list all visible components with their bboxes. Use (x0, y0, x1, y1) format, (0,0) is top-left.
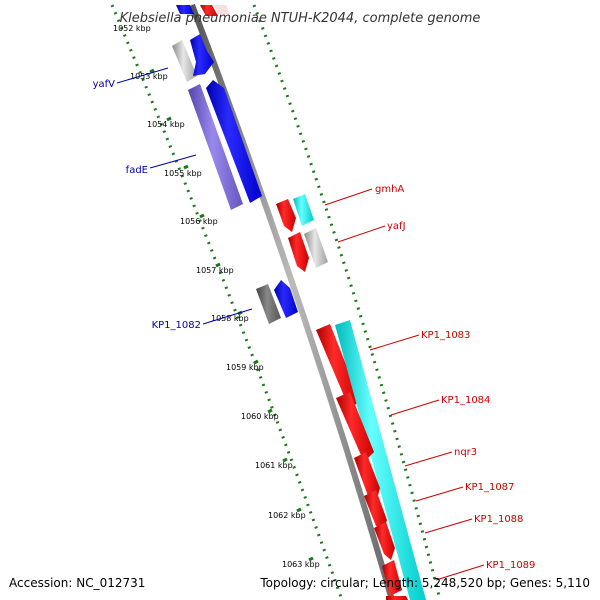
gene-arrow (200, 5, 218, 16)
reverse-genes (200, 5, 426, 600)
gene-arrow[interactable] (336, 392, 374, 462)
gene-label-KP1_1083[interactable]: KP1_1083 (421, 330, 470, 341)
tick-label: 1056 kbp (180, 217, 218, 226)
tick-label: 1062 kbp (268, 511, 306, 520)
gene-arrow[interactable] (256, 284, 281, 324)
gene-arrow[interactable] (304, 228, 328, 268)
gene-arrow[interactable] (276, 199, 296, 232)
gene-arrow[interactable] (316, 324, 360, 410)
gene-arrow[interactable] (274, 280, 298, 318)
gene-label-yafV[interactable]: yafV (93, 79, 116, 90)
gene-arrow (386, 596, 408, 600)
gene-arrow[interactable] (188, 84, 243, 210)
gene-label-KP1_1082[interactable]: KP1_1082 (152, 320, 201, 331)
map-title: Klebsiella pneumoniae NTUH-K2044, comple… (120, 11, 481, 26)
tick-label: 1060 kbp (241, 412, 279, 421)
gene-arrow[interactable] (335, 320, 426, 600)
gene-arrow[interactable] (293, 194, 314, 226)
tick-label: 1058 kbp (211, 314, 249, 323)
gene-arrow (214, 5, 230, 14)
gene-arrow[interactable] (190, 34, 214, 76)
tick-label: 1053 kbp (130, 72, 168, 81)
label-leaders (116, 67, 485, 581)
tick-label: 1052 kbp (113, 24, 151, 33)
accession-text: Accession: NC_012731 (9, 576, 145, 590)
gene-label-KP1_1088[interactable]: KP1_1088 (474, 514, 523, 525)
tick-label: 1063 kbp (282, 560, 320, 569)
tick-label: 1057 kbp (196, 266, 234, 275)
gene-label-KP1_1084[interactable]: KP1_1084 (441, 395, 490, 406)
tick-label: 1054 kbp (147, 120, 185, 129)
gene-label-nqr3[interactable]: nqr3 (454, 447, 477, 458)
tick-marks (149, 68, 314, 562)
gene-label-KP1_1089[interactable]: KP1_1089 (486, 560, 535, 571)
gene-labels: yafV fadE KP1_1082 gmhA yafJ KP1_1083 KP… (93, 79, 536, 571)
gene-arrow[interactable] (288, 232, 309, 272)
gene-label-fadE[interactable]: fadE (126, 165, 148, 176)
gene-label-KP1_1087[interactable]: KP1_1087 (465, 482, 514, 493)
gene-arrow[interactable] (206, 80, 262, 203)
gene-arrow (176, 5, 194, 14)
gene-label-yafJ[interactable]: yafJ (387, 221, 406, 232)
tick-label: 1059 kbp (226, 363, 264, 372)
gene-arrow[interactable] (364, 490, 387, 532)
tick-label: 1055 kbp (164, 169, 202, 178)
tick-labels: 1052 kbp 1053 kbp 1054 kbp 1055 kbp 1056… (113, 24, 320, 569)
gene-arrow[interactable] (172, 40, 197, 82)
gene-label-gmhA[interactable]: gmhA (375, 184, 404, 195)
tick-label: 1061 kbp (255, 461, 293, 470)
gene-arrow[interactable] (354, 452, 380, 502)
gene-arrow[interactable] (374, 522, 395, 560)
topology-summary: Topology: circular; Length: 5,248,520 bp… (259, 576, 590, 590)
forward-genes (172, 5, 298, 324)
track-guides (110, 4, 442, 600)
gene-arrow[interactable] (382, 560, 402, 596)
